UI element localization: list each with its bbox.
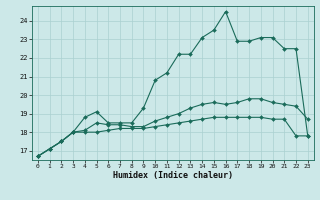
X-axis label: Humidex (Indice chaleur): Humidex (Indice chaleur) [113,171,233,180]
